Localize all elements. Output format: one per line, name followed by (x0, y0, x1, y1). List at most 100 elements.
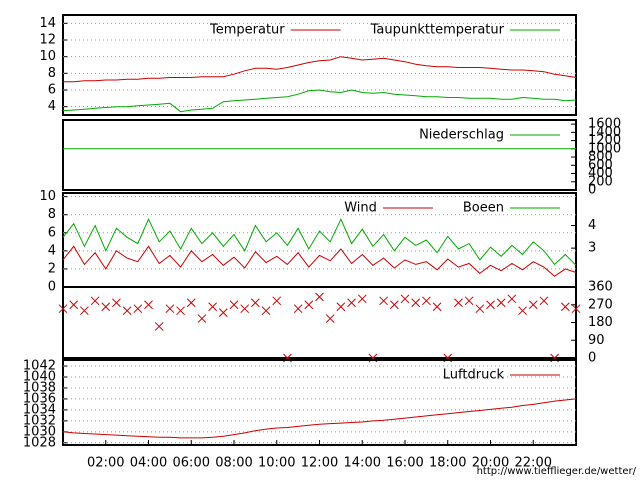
y-tick-label: 10 (39, 189, 56, 204)
y-tick-label: 800 (588, 150, 613, 165)
y-tick-label: 14 (39, 16, 56, 31)
marker (144, 300, 153, 310)
y-tick-label: 10 (39, 49, 56, 64)
y-tick-label: 6 (48, 83, 56, 98)
marker (507, 294, 517, 304)
y-tick-label: 0 (48, 280, 56, 295)
x-tick-label: 20:00 (472, 456, 509, 471)
series-line (63, 56, 577, 83)
y-tick-label: 400 (588, 166, 613, 181)
marker (251, 298, 260, 308)
x-tick-label: 04:00 (130, 456, 167, 471)
marker (176, 306, 185, 316)
y-tick-label: 1200 (588, 133, 621, 148)
marker (347, 298, 356, 308)
marker (90, 296, 100, 306)
marker (261, 306, 271, 316)
marker (101, 302, 111, 312)
marker (80, 306, 89, 316)
y-tick-label: 200 (588, 174, 613, 189)
x-tick-label: 22:00 (515, 456, 552, 471)
y-tick-label: 2 (48, 261, 56, 276)
x-tick-label: 12:00 (301, 456, 338, 471)
credit: http://www.tiefflieger.de/wetter/ (477, 466, 637, 477)
marker (357, 294, 367, 304)
y-tick-label: 1000 (588, 141, 621, 156)
y-tick-label: 360 (588, 280, 613, 295)
marker (422, 296, 431, 306)
marker (486, 300, 495, 310)
x-tick-label: 06:00 (173, 456, 210, 471)
series-line (62, 217, 577, 266)
marker (571, 304, 581, 314)
marker (240, 304, 250, 314)
y-tick-label: 1034 (23, 402, 56, 417)
marker (411, 298, 421, 308)
y-tick-label: 6 (48, 225, 56, 240)
panel-frame (62, 14, 577, 116)
y-tick-label: 1400 (588, 125, 621, 140)
y-tick-label: 1030 (23, 424, 56, 439)
y-tick-label: 8 (48, 207, 56, 222)
y-tick-label: 600 (588, 158, 613, 173)
x-tick-label: 14:00 (344, 456, 381, 471)
panel-frame (62, 286, 577, 359)
marker (528, 300, 538, 310)
marker (454, 298, 463, 308)
y-tick-label: 12 (39, 33, 56, 48)
x-tick-label: 18:00 (429, 456, 466, 471)
y-tick-label: 4 (588, 218, 596, 233)
marker (218, 308, 228, 317)
y-tick-label: 270 (588, 297, 613, 312)
y-tick-label: 1040 (23, 370, 56, 385)
marker (272, 296, 282, 306)
y-tick-label: 0 (588, 183, 596, 198)
y-tick-label: 1042 (23, 359, 56, 374)
marker (336, 302, 346, 312)
x-tick-label: 10:00 (258, 456, 295, 471)
marker (496, 298, 506, 308)
marker (432, 302, 442, 312)
y-tick-label: 4 (48, 243, 56, 258)
y-tick-label: 0 (588, 351, 596, 366)
legend-label: Taupunkttemperatur (370, 23, 505, 38)
marker (58, 304, 68, 314)
marker (389, 300, 399, 310)
y-tick-label: 90 (588, 333, 605, 348)
x-tick-label: 16:00 (386, 456, 423, 471)
y-tick-label: 1032 (23, 413, 56, 428)
series-line (62, 89, 577, 113)
marker (325, 314, 335, 323)
marker (379, 296, 388, 306)
x-tick-label: 08:00 (215, 456, 252, 471)
legend-label: Luftdruck (443, 368, 505, 383)
marker (315, 292, 324, 302)
marker (464, 296, 474, 306)
legend-label: Niederschlag (419, 128, 504, 143)
y-tick-label: 1028 (23, 435, 56, 450)
marker (518, 306, 527, 316)
series-line (62, 398, 577, 439)
y-tick-label: 1036 (23, 391, 56, 406)
marker (304, 300, 314, 310)
marker (197, 314, 207, 323)
legend-label: Boeen (463, 201, 504, 216)
panel-frame (62, 119, 577, 191)
y-tick-label: 1600 (588, 117, 621, 132)
marker (122, 306, 132, 316)
marker (69, 300, 79, 310)
legend-label: Wind (344, 201, 377, 216)
y-tick-label: 180 (588, 315, 613, 330)
marker (208, 302, 217, 312)
y-tick-label: 3 (588, 241, 596, 256)
marker (400, 294, 410, 304)
marker (475, 304, 485, 314)
marker (112, 298, 121, 308)
series-line (62, 245, 577, 277)
marker (133, 304, 143, 314)
legend-label: Temperatur (209, 23, 285, 38)
y-tick-label: 1038 (23, 380, 56, 395)
marker (560, 302, 570, 312)
marker (229, 300, 239, 310)
